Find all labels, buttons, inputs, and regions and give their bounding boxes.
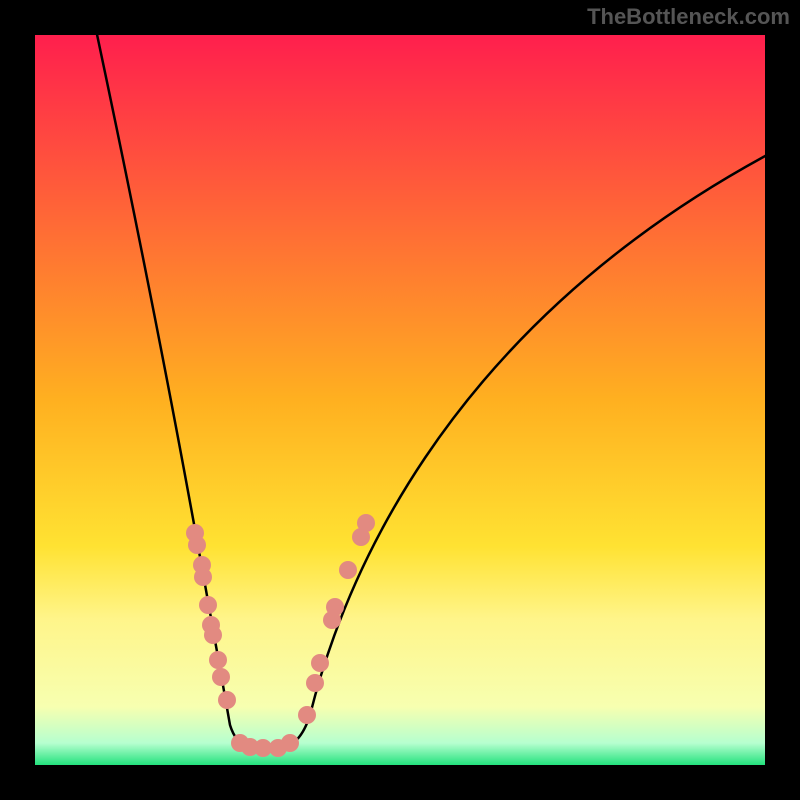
data-point <box>194 568 212 586</box>
data-point <box>218 691 236 709</box>
watermark-text: TheBottleneck.com <box>587 4 790 30</box>
plot-area <box>35 35 765 765</box>
data-point <box>212 668 230 686</box>
data-point <box>209 651 227 669</box>
data-point <box>298 706 316 724</box>
data-point <box>306 674 324 692</box>
data-point <box>339 561 357 579</box>
data-point <box>281 734 299 752</box>
data-point <box>199 596 217 614</box>
chart-root: TheBottleneck.com <box>0 0 800 800</box>
curve-left-branch <box>95 35 250 747</box>
data-point <box>326 598 344 616</box>
data-point <box>188 536 206 554</box>
data-point <box>357 514 375 532</box>
bottleneck-curve <box>35 35 765 765</box>
data-point <box>204 626 222 644</box>
curve-right-branch <box>280 155 765 747</box>
data-point <box>311 654 329 672</box>
